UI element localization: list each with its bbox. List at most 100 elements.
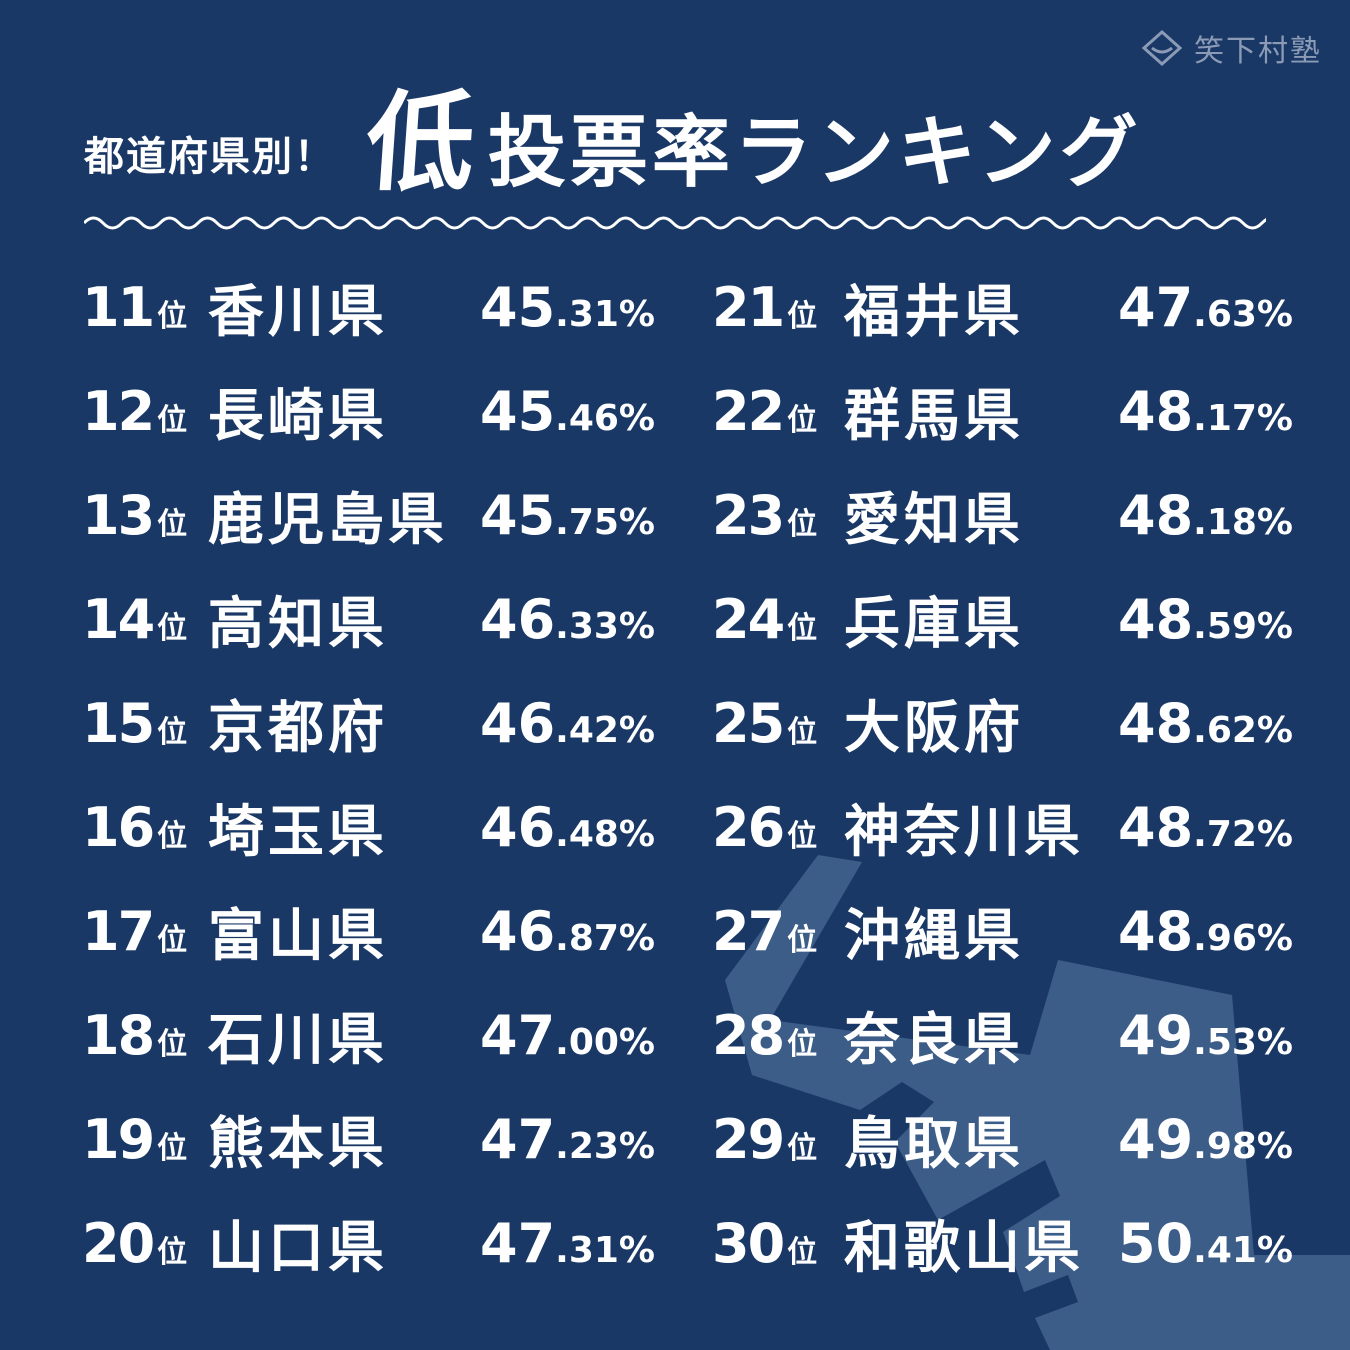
ranking-row: 19 位 熊本県 47 .23%	[82, 1087, 682, 1191]
rank-suffix: 位	[787, 1234, 818, 1270]
prefecture-name: 愛知県	[844, 487, 1024, 553]
rank: 19 位	[82, 1108, 208, 1171]
rank: 26 位	[712, 796, 838, 859]
rank-number: 22	[712, 379, 785, 443]
turnout-rate: 48 .59%	[1118, 588, 1293, 651]
rank: 13 位	[82, 484, 208, 547]
rank: 18 位	[82, 1004, 208, 1067]
prefecture-name: 香川県	[208, 279, 388, 345]
prefecture-name: 熊本県	[208, 1111, 388, 1177]
rank-suffix: 位	[157, 610, 188, 646]
rank: 17 位	[82, 900, 208, 963]
rank-number: 24	[712, 587, 785, 651]
rate-integer: 46	[480, 691, 556, 755]
prefecture-name: 京都府	[208, 695, 388, 761]
rank-suffix: 位	[157, 1234, 188, 1270]
rank-suffix: 位	[787, 402, 818, 438]
rank: 16 位	[82, 796, 208, 859]
prefecture-name: 和歌山県	[844, 1215, 1084, 1281]
ranking-row: 16 位 埼玉県 46 .48%	[82, 775, 682, 879]
title-prefix: 都道府県別！	[84, 134, 336, 180]
rank: 29 位	[712, 1108, 838, 1171]
prefecture-name: 高知県	[208, 591, 388, 657]
rate-decimal: .59%	[1193, 605, 1293, 647]
rate-decimal: .62%	[1193, 709, 1293, 751]
rate-integer: 47	[480, 1211, 556, 1275]
ranking-row: 24 位 兵庫県 48 .59%	[712, 567, 1312, 671]
rank-suffix: 位	[787, 610, 818, 646]
rank-number: 11	[82, 275, 155, 339]
rank-number: 18	[82, 1003, 155, 1067]
rate-integer: 48	[1118, 691, 1194, 755]
rate-integer: 50	[1118, 1211, 1194, 1275]
rank-number: 28	[712, 1003, 785, 1067]
rank-number: 19	[82, 1107, 155, 1171]
prefecture-name: 鹿児島県	[208, 487, 448, 553]
ranking-row: 28 位 奈良県 49 .53%	[712, 983, 1312, 1087]
ranking-column-right: 21 位 福井県 47 .63% 22 位 群馬県 48 .17% 23 位 愛…	[712, 255, 1312, 1295]
ranking-row: 18 位 石川県 47 .00%	[82, 983, 682, 1087]
ranking-row: 15 位 京都府 46 .42%	[82, 671, 682, 775]
prefecture-name: 神奈川県	[844, 799, 1084, 865]
brand: 笑下村塾	[1140, 26, 1322, 70]
prefecture-name: 兵庫県	[844, 591, 1024, 657]
rate-decimal: .31%	[555, 1229, 655, 1271]
rank: 15 位	[82, 692, 208, 755]
ranking-column-left: 11 位 香川県 45 .31% 12 位 長崎県 45 .46% 13 位 鹿…	[82, 255, 682, 1295]
rate-integer: 46	[480, 795, 556, 859]
rate-decimal: .00%	[555, 1021, 655, 1063]
rank-suffix: 位	[787, 1130, 818, 1166]
ranking-row: 21 位 福井県 47 .63%	[712, 255, 1312, 359]
ranking-row: 23 位 愛知県 48 .18%	[712, 463, 1312, 567]
turnout-rate: 48 .17%	[1118, 380, 1293, 443]
rate-integer: 47	[480, 1107, 556, 1171]
prefecture-name: 群馬県	[844, 383, 1024, 449]
rate-decimal: .41%	[1193, 1229, 1293, 1271]
rank-suffix: 位	[157, 1026, 188, 1062]
rank: 20 位	[82, 1212, 208, 1275]
rank-number: 27	[712, 899, 785, 963]
rate-integer: 48	[1118, 483, 1194, 547]
rank: 30 位	[712, 1212, 838, 1275]
turnout-rate: 47 .00%	[480, 1004, 655, 1067]
ranking-row: 25 位 大阪府 48 .62%	[712, 671, 1312, 775]
turnout-rate: 46 .42%	[480, 692, 655, 755]
page-title: 都道府県別！ 低 投票率ランキング	[84, 78, 1274, 208]
turnout-rate: 46 .48%	[480, 796, 655, 859]
rank-suffix: 位	[157, 922, 188, 958]
rank: 24 位	[712, 588, 838, 651]
wave-divider	[84, 216, 1266, 230]
rank-number: 29	[712, 1107, 785, 1171]
rate-decimal: .48%	[555, 813, 655, 855]
rate-integer: 46	[480, 587, 556, 651]
turnout-rate: 48 .72%	[1118, 796, 1293, 859]
rate-decimal: .87%	[555, 917, 655, 959]
rank-number: 14	[82, 587, 155, 651]
rank: 28 位	[712, 1004, 838, 1067]
rank: 22 位	[712, 380, 838, 443]
turnout-rate: 48 .96%	[1118, 900, 1293, 963]
rank-suffix: 位	[787, 714, 818, 750]
rank: 11 位	[82, 276, 208, 339]
rate-integer: 48	[1118, 587, 1194, 651]
brand-logo-icon	[1141, 29, 1183, 67]
rank-suffix: 位	[157, 402, 188, 438]
turnout-rate: 48 .62%	[1118, 692, 1293, 755]
rank: 14 位	[82, 588, 208, 651]
rate-integer: 47	[1118, 275, 1194, 339]
turnout-rate: 48 .18%	[1118, 484, 1293, 547]
rank-suffix: 位	[787, 298, 818, 334]
rank-number: 21	[712, 275, 785, 339]
ranking-row: 22 位 群馬県 48 .17%	[712, 359, 1312, 463]
turnout-rate: 45 .75%	[480, 484, 655, 547]
title-main: 投票率ランキング	[488, 108, 1142, 198]
rate-decimal: .42%	[555, 709, 655, 751]
rank-suffix: 位	[787, 1026, 818, 1062]
ranking-row: 26 位 神奈川県 48 .72%	[712, 775, 1312, 879]
rank: 23 位	[712, 484, 838, 547]
ranking-row: 29 位 鳥取県 49 .98%	[712, 1087, 1312, 1191]
title-emphasis: 低	[362, 81, 479, 206]
rank: 12 位	[82, 380, 208, 443]
rate-decimal: .31%	[555, 293, 655, 335]
